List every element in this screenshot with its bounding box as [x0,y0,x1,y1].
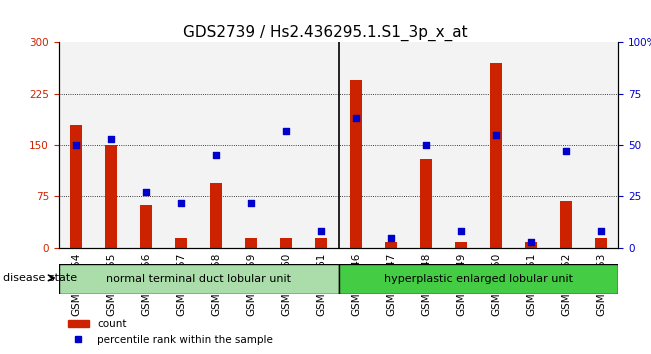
Text: GDS2739 / Hs2.436295.1.S1_3p_x_at: GDS2739 / Hs2.436295.1.S1_3p_x_at [183,25,468,41]
Bar [163,42,199,248]
Point [526,239,536,245]
Bar [175,238,187,248]
Bar [59,42,94,248]
Bar [490,63,502,248]
Text: normal terminal duct lobular unit: normal terminal duct lobular unit [106,274,291,284]
Bar [339,42,374,248]
Bar [105,145,117,248]
Bar [199,42,234,248]
Point [386,235,396,240]
Legend: count, percentile rank within the sample: count, percentile rank within the sample [64,315,277,349]
Bar [455,242,467,248]
Point [106,136,117,142]
Point [316,229,326,234]
Bar [94,42,128,248]
Bar [420,159,432,248]
Text: disease state: disease state [3,273,77,283]
Bar [478,42,514,248]
Bar [140,205,152,248]
Bar [514,42,548,248]
Point [71,142,81,148]
Bar [70,125,82,248]
Point [246,200,256,205]
Bar [560,201,572,248]
Bar [210,183,222,248]
Point [456,229,466,234]
Point [596,229,606,234]
Bar [548,42,583,248]
Point [491,132,501,138]
Bar [128,42,163,248]
Bar [350,80,362,248]
Point [141,189,151,195]
Bar [409,42,443,248]
Bar [234,42,268,248]
Bar [315,238,327,248]
Point [351,116,361,121]
Bar [280,238,292,248]
Bar [374,42,409,248]
Bar [245,238,257,248]
Bar [268,42,303,248]
Point [281,128,291,133]
Point [421,142,431,148]
Point [561,148,571,154]
Bar [443,42,478,248]
Bar [385,242,397,248]
Bar [303,42,339,248]
FancyBboxPatch shape [59,264,339,294]
Text: hyperplastic enlarged lobular unit: hyperplastic enlarged lobular unit [384,274,573,284]
Bar [583,42,618,248]
Point [176,200,186,205]
Point [211,153,221,158]
Bar [595,238,607,248]
FancyBboxPatch shape [339,264,618,294]
Bar [525,242,537,248]
